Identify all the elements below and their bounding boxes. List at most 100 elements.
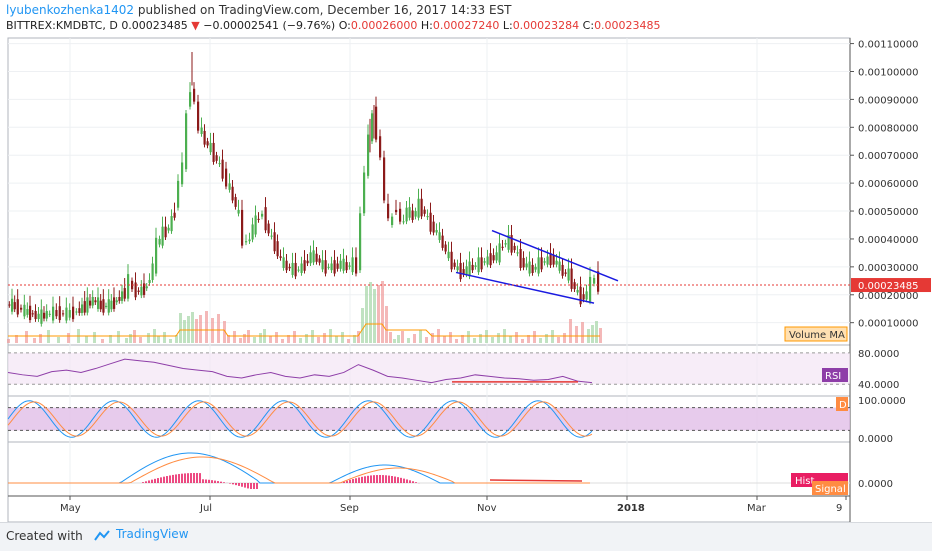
candle-body xyxy=(148,279,151,284)
candle-body xyxy=(234,197,237,207)
candle-body xyxy=(155,237,158,274)
candle-body xyxy=(363,172,366,214)
rsi-label: RSI xyxy=(825,371,841,382)
candle-body xyxy=(345,262,348,271)
tradingview-logo-icon xyxy=(94,529,110,541)
volume-bar xyxy=(125,338,128,343)
volume-bar xyxy=(599,328,602,343)
candle-body xyxy=(510,235,513,253)
last-price-label: 0.00023485 xyxy=(858,281,918,292)
candle-body xyxy=(83,301,86,313)
candle-body xyxy=(11,298,14,312)
volume-bar xyxy=(25,331,28,343)
stoch-tick-label: 0.0000 xyxy=(858,434,893,445)
candle-body xyxy=(297,269,300,271)
volume-ma-line xyxy=(8,323,600,337)
candle-body xyxy=(173,212,176,218)
volume-ma-badge xyxy=(784,326,848,342)
candle-body xyxy=(474,265,477,267)
candle-body xyxy=(151,263,154,280)
volume-bar xyxy=(335,336,338,343)
candle-body xyxy=(215,155,218,161)
price-tick-label: 0.00100000 xyxy=(858,67,918,78)
volume-bar xyxy=(377,285,380,343)
volume-ma-label: Volume MA xyxy=(789,330,845,341)
price-tick-label: 0.00030000 xyxy=(858,263,918,274)
candle-body xyxy=(267,223,270,234)
candle-body xyxy=(555,260,558,265)
candle-body xyxy=(391,216,394,225)
last-price-badge xyxy=(851,278,931,293)
volume-bar xyxy=(169,339,172,343)
panel-border-4 xyxy=(7,495,851,522)
rsi-tick-label: 40.0000 xyxy=(858,380,899,391)
candle-body xyxy=(55,310,58,317)
panel-border-0 xyxy=(7,37,851,346)
candle-body xyxy=(471,264,474,271)
candle-body xyxy=(525,263,528,268)
time-tick-label: Nov xyxy=(477,503,497,514)
candle-body xyxy=(75,311,78,313)
candle-body xyxy=(468,261,471,277)
candle-body xyxy=(200,127,203,135)
candle-body xyxy=(303,260,306,271)
candle-body xyxy=(89,300,92,306)
volume-bar xyxy=(407,338,410,343)
price-tick-label: 0.00080000 xyxy=(858,123,918,134)
volume-bar xyxy=(361,308,364,343)
candle-body xyxy=(417,198,420,218)
candle-body xyxy=(288,266,291,269)
candle-body xyxy=(519,248,522,268)
time-tick-label: 2018 xyxy=(617,503,645,514)
volume-bar xyxy=(281,339,284,343)
candle-body xyxy=(546,256,549,265)
chart-canvas[interactable]: 0.00110000 0.00100000 0.00090000 0.00080000… xyxy=(0,0,932,522)
candle-body xyxy=(367,134,370,176)
tradingview-link[interactable]: TradingView xyxy=(92,527,189,541)
volume-bar xyxy=(365,286,368,343)
volume-bar xyxy=(191,312,194,343)
candle-body xyxy=(20,307,23,310)
candle-body xyxy=(294,262,297,277)
candle-body xyxy=(110,300,113,310)
candle-body xyxy=(102,299,105,313)
rsi-badge xyxy=(822,368,848,382)
volume-bar xyxy=(67,333,70,343)
candle-body xyxy=(105,305,108,307)
candle-body xyxy=(43,312,46,319)
volume-bar xyxy=(527,335,530,343)
candle-body xyxy=(209,142,212,153)
volume-bar xyxy=(467,331,470,343)
volume-bar xyxy=(101,339,104,343)
candle-body xyxy=(333,260,336,274)
volume-bar xyxy=(357,331,360,343)
volume-bar xyxy=(275,332,278,343)
symbol[interactable]: BITTREX:KMDBTC, D xyxy=(6,19,118,32)
candle-body xyxy=(459,262,462,280)
candle-body xyxy=(549,253,552,266)
candle-body xyxy=(531,264,534,273)
candle-body xyxy=(257,218,260,220)
candle-body xyxy=(321,260,324,270)
candle-body xyxy=(52,306,55,321)
price-tick-label: 0.00060000 xyxy=(858,179,918,190)
candle-body xyxy=(134,282,137,298)
volume-bar xyxy=(569,319,572,343)
candle-body xyxy=(225,168,228,187)
candle-body xyxy=(161,226,164,246)
candle-body xyxy=(276,241,279,257)
volume-bar xyxy=(455,339,458,343)
volume-bar xyxy=(509,336,512,343)
price-change: −0.00002541 (−9.76%) xyxy=(203,19,336,32)
footer: Created with TradingView xyxy=(0,522,932,551)
volume-bar xyxy=(299,338,302,343)
candle-body xyxy=(570,268,573,289)
volume-bar xyxy=(269,336,272,343)
volume-bar xyxy=(545,334,548,343)
candle-body xyxy=(465,266,468,275)
candle-body xyxy=(68,310,71,318)
volume-bar xyxy=(479,334,482,343)
macd-signal-label: Signal xyxy=(815,484,846,495)
author-link[interactable]: lyubenkozhenka1402 xyxy=(6,3,135,17)
candle-body xyxy=(483,261,486,263)
